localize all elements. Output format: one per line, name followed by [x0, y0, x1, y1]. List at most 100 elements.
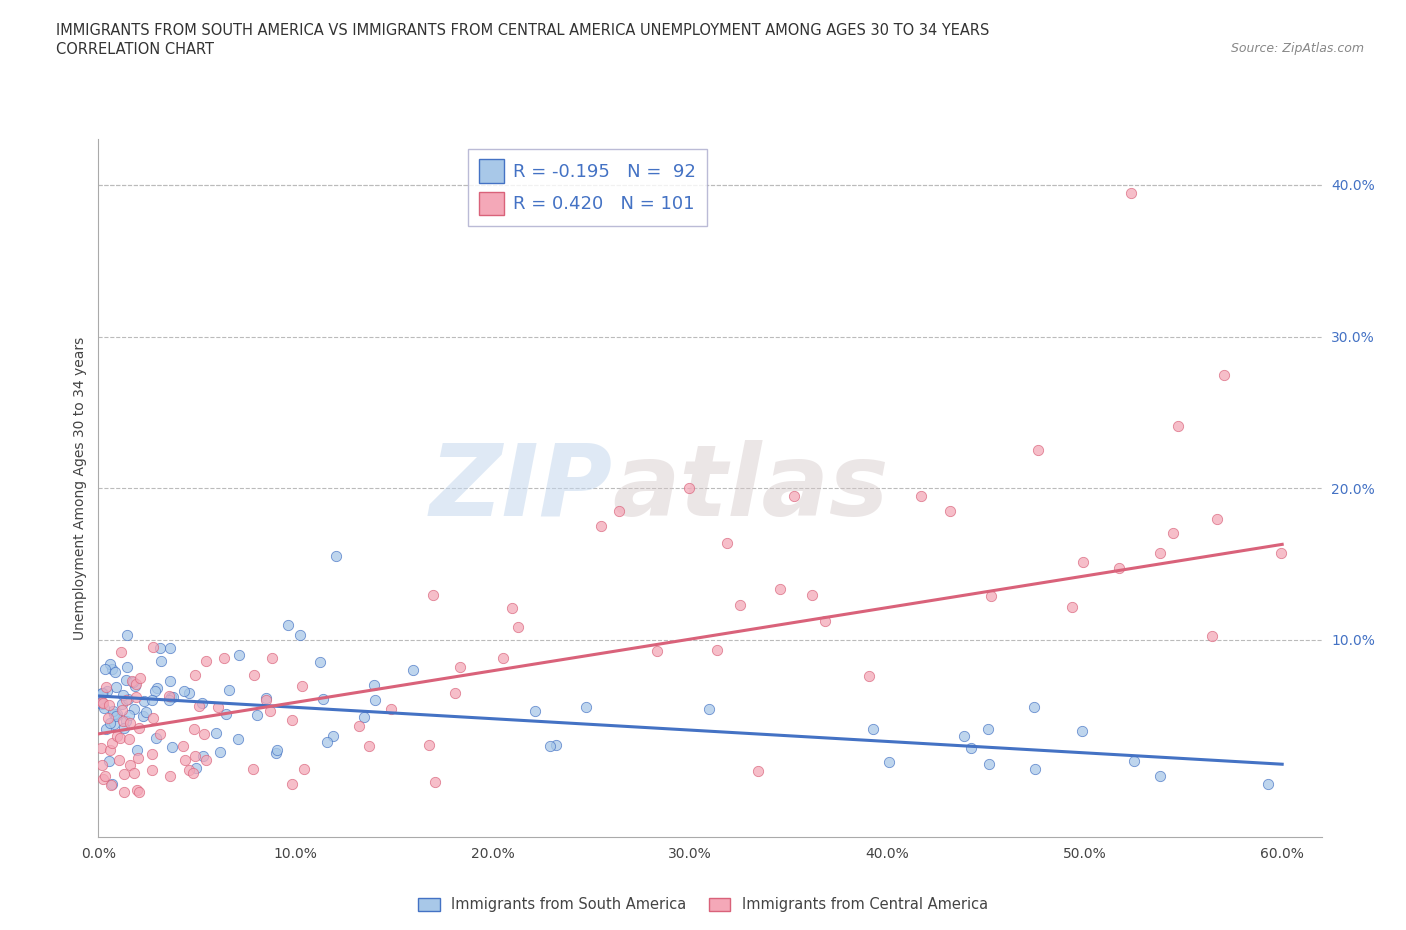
Point	[501, 601, 523, 616]
Point	[115, 659, 138, 674]
Point	[134, 694, 156, 709]
Point	[254, 693, 277, 708]
Point	[100, 715, 122, 730]
Point	[1206, 512, 1229, 526]
Point	[422, 587, 444, 602]
Point	[149, 654, 172, 669]
Point	[281, 777, 304, 791]
Point	[706, 643, 728, 658]
Point	[174, 752, 197, 767]
Point	[1149, 546, 1171, 561]
Point	[523, 704, 546, 719]
Point	[1119, 185, 1142, 200]
Point	[117, 732, 139, 747]
Point	[506, 619, 529, 634]
Point	[960, 740, 983, 755]
Point	[226, 732, 249, 747]
Point	[699, 702, 721, 717]
Point	[111, 702, 134, 717]
Point	[322, 729, 344, 744]
Point	[93, 700, 115, 715]
Point	[122, 675, 145, 690]
Point	[159, 641, 181, 656]
Point	[98, 743, 121, 758]
Point	[291, 678, 314, 693]
Point	[118, 757, 141, 772]
Text: ZIP: ZIP	[429, 440, 612, 537]
Point	[122, 765, 145, 780]
Point	[100, 778, 122, 793]
Point	[281, 713, 304, 728]
Point	[101, 777, 124, 791]
Point	[157, 688, 180, 703]
Point	[117, 691, 139, 706]
Point	[782, 488, 804, 503]
Point	[242, 761, 264, 776]
Point	[678, 481, 700, 496]
Point	[128, 784, 150, 799]
Point	[728, 597, 751, 612]
Point	[1071, 554, 1094, 569]
Point	[546, 737, 568, 752]
Point	[380, 701, 402, 716]
Point	[101, 703, 124, 718]
Point	[1022, 699, 1045, 714]
Point	[215, 707, 238, 722]
Point	[159, 673, 181, 688]
Point	[132, 709, 155, 724]
Point	[254, 690, 277, 705]
Point	[1062, 600, 1084, 615]
Point	[716, 536, 738, 551]
Point	[1212, 367, 1234, 382]
Point	[91, 697, 114, 711]
Point	[1026, 443, 1049, 458]
Point	[125, 676, 148, 691]
Point	[90, 741, 112, 756]
Point	[114, 673, 136, 688]
Point	[492, 650, 515, 665]
Point	[292, 762, 315, 777]
Point	[177, 763, 200, 777]
Point	[100, 736, 122, 751]
Point	[315, 734, 337, 749]
Point	[111, 713, 134, 728]
Point	[910, 488, 932, 503]
Point	[157, 693, 180, 708]
Point	[364, 693, 387, 708]
Point	[589, 519, 612, 534]
Point	[264, 746, 287, 761]
Point	[96, 684, 118, 698]
Point	[108, 752, 131, 767]
Point	[1024, 761, 1046, 776]
Point	[418, 737, 440, 752]
Point	[112, 687, 135, 702]
Point	[980, 589, 1002, 604]
Point	[127, 742, 149, 757]
Point	[347, 719, 370, 734]
Point	[121, 673, 143, 688]
Point	[359, 738, 381, 753]
Point	[97, 753, 120, 768]
Point	[90, 686, 112, 701]
Point	[105, 728, 128, 743]
Point	[93, 662, 115, 677]
Point	[97, 698, 120, 712]
Point	[173, 684, 195, 698]
Point	[1108, 561, 1130, 576]
Point	[191, 696, 214, 711]
Point	[862, 722, 884, 737]
Point	[205, 725, 228, 740]
Point	[575, 699, 598, 714]
Point	[1161, 525, 1184, 540]
Point	[112, 766, 135, 781]
Point	[1167, 418, 1189, 433]
Point	[1201, 629, 1223, 644]
Point	[449, 659, 471, 674]
Point	[160, 690, 183, 705]
Point	[246, 708, 269, 723]
Point	[191, 749, 214, 764]
Point	[89, 696, 111, 711]
Point	[105, 707, 128, 722]
Point	[127, 782, 149, 797]
Point	[141, 693, 163, 708]
